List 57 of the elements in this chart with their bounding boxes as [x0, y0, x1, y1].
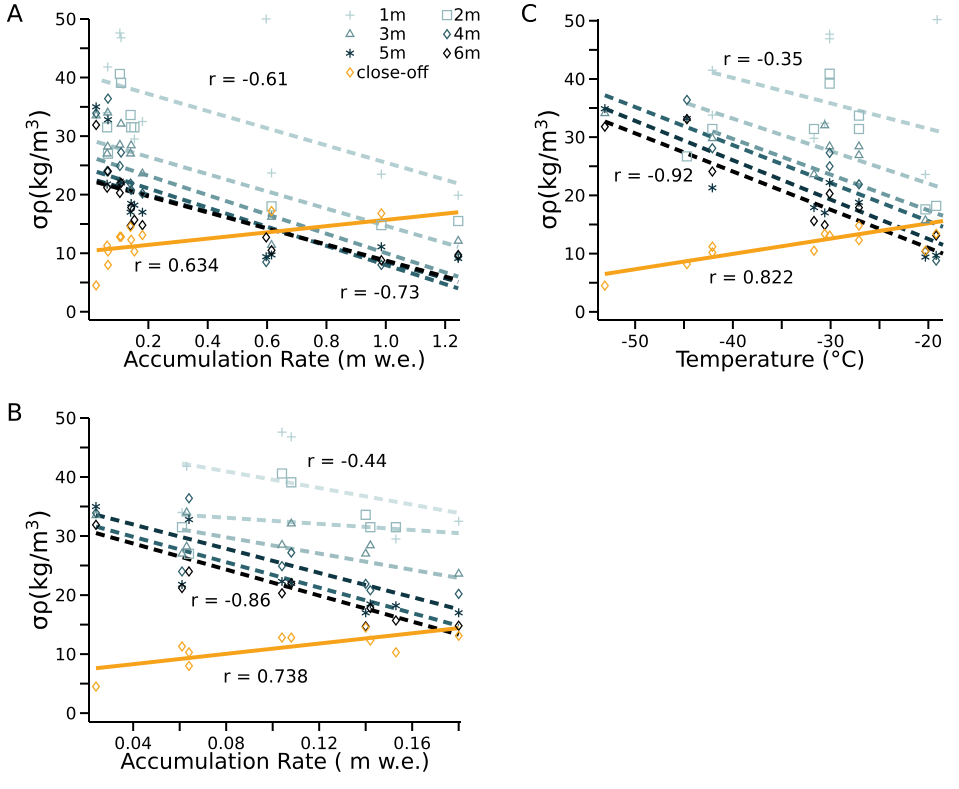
x-tick-label: 1.2 — [434, 334, 457, 348]
x-tick-label: 1.0 — [374, 334, 398, 348]
y-tick-label: 40 — [56, 71, 76, 84]
x-tick-label: -50 — [622, 334, 648, 348]
y-axis-title: σρ(kg/m$^{3}$) — [26, 512, 52, 629]
y-tick-label: 10 — [56, 246, 76, 260]
y-tick-label: 10 — [56, 648, 76, 660]
annotation: r = -0.92 — [615, 168, 692, 182]
y-tick-label: 0 — [576, 305, 584, 318]
x-axis-title: Accumulation Rate ( m w.e.) — [120, 752, 428, 772]
annotation: r = 0.822 — [710, 270, 792, 284]
y-tick-label: 30 — [565, 130, 584, 144]
x-tick-label: 0.2 — [136, 334, 160, 348]
chart-title: A — [6, 4, 23, 22]
y-tick-label: 30 — [56, 530, 76, 542]
y-tick-label: 50 — [56, 12, 76, 26]
y-tick-label: 10 — [566, 247, 584, 260]
y-axis-title: σρ(kg/m$^{3}$) — [26, 111, 52, 228]
y-axis-title: σρ(kg/m$^{3}$) — [534, 111, 562, 228]
annotation: r = 0.738 — [224, 669, 308, 683]
x-tick-label: 0.04 — [115, 736, 152, 750]
annotation: r = -0.73 — [341, 285, 419, 299]
y-tick-label: 20 — [56, 188, 76, 202]
x-axis-title: Accumulation Rate (m w.e.) — [124, 350, 424, 370]
x-tick-label: 0.4 — [195, 334, 220, 348]
y-tick-label: 0 — [66, 305, 76, 318]
y-tick-label: 20 — [56, 588, 76, 602]
y-tick-label: 50 — [56, 412, 76, 424]
x-tick-label: 0.08 — [208, 736, 244, 750]
legend-label: 4m — [454, 27, 480, 40]
legend-label: 2m — [454, 8, 480, 21]
x-tick-label: 0.8 — [314, 334, 339, 348]
x-tick-label: -30 — [818, 334, 844, 348]
annotation: r = -0.61 — [210, 72, 287, 86]
x-tick-label: 0.12 — [301, 736, 336, 750]
x-tick-label: -40 — [720, 334, 746, 348]
chart-title: B — [8, 403, 22, 421]
annotation: r = -0.86 — [192, 593, 270, 607]
y-tick-label: 40 — [56, 470, 76, 484]
x-tick-label: 0.16 — [394, 736, 430, 750]
y-tick-label: 0 — [66, 706, 76, 720]
x-tick-label: 0.6 — [254, 334, 280, 348]
y-tick-label: 40 — [564, 72, 584, 86]
annotation: r = -0.35 — [724, 52, 802, 66]
x-axis-title: Temperature (°C) — [676, 350, 864, 372]
chart-title: C — [522, 4, 536, 22]
legend-label: 3m — [380, 27, 405, 40]
annotation: r = -0.44 — [308, 454, 386, 468]
y-tick-label: 20 — [565, 188, 584, 202]
x-tick-label: -20 — [915, 334, 942, 348]
y-tick-label: 30 — [56, 130, 76, 142]
legend-label: 6m — [454, 46, 480, 60]
legend-label: 5m — [380, 46, 405, 59]
legend-label: 1m — [380, 8, 405, 21]
legend-label: close-off — [357, 65, 429, 78]
annotation: r = 0.634 — [136, 258, 218, 272]
y-tick-label: 50 — [565, 14, 584, 28]
